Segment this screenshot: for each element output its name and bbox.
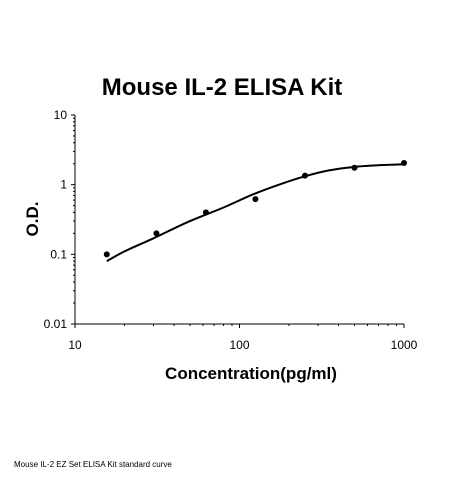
chart: Mouse IL-2 ELISA Kit 0.01 0.1 1 10 10 100 100… <box>23 74 418 383</box>
chart-title: Mouse IL-2 ELISA Kit <box>102 74 342 101</box>
data-point <box>103 251 110 258</box>
y-tick-label: 10 <box>54 108 68 122</box>
axes <box>74 115 404 325</box>
y-tick-label: 1 <box>60 178 67 192</box>
x-tick-label: 10 <box>68 338 82 352</box>
data-point <box>351 164 358 171</box>
data-points <box>103 159 407 258</box>
data-point <box>301 172 308 179</box>
data-point <box>252 196 259 203</box>
y-tick-label: 0.01 <box>44 317 68 331</box>
x-axis-label: Concentration(pg/ml) <box>165 364 337 383</box>
y-axis-ticks: 0.01 0.1 1 10 <box>44 108 75 331</box>
figure-caption: Mouse IL-2 EZ Set ELISA Kit standard cur… <box>14 460 172 469</box>
data-point <box>202 209 209 216</box>
x-axis-ticks: 10 100 1000 <box>68 324 418 352</box>
x-tick-label: 100 <box>229 338 249 352</box>
y-tick-label: 0.1 <box>50 247 67 261</box>
y-axis-label: O.D. <box>23 202 42 237</box>
fit-curve <box>106 163 405 262</box>
data-point <box>153 230 160 237</box>
x-tick-label: 1000 <box>391 338 418 352</box>
data-point <box>401 159 407 166</box>
